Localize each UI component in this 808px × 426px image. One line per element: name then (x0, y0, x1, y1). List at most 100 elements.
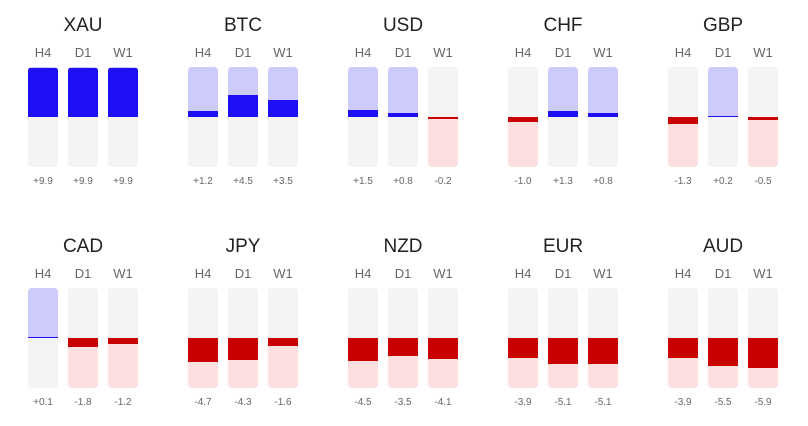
timeframe-column: W1 -0.5 (748, 15, 778, 205)
value-label: +9.9 (33, 176, 53, 187)
positive-bar (188, 111, 218, 117)
currency-title: BTC (224, 15, 262, 36)
negative-bar (428, 338, 458, 359)
bar-track (228, 67, 258, 167)
negative-bar (188, 338, 218, 362)
timeframe-label: H4 (34, 45, 52, 60)
value-label: -4.5 (354, 397, 372, 408)
value-label: -5.1 (594, 397, 612, 408)
negative-bar (668, 338, 698, 358)
positive-bar (228, 94, 258, 117)
bar-track (188, 67, 218, 167)
timeframe-column: H4 +1.2 (188, 15, 218, 205)
positive-bar (708, 115, 738, 117)
timeframe-label: W1 (113, 266, 133, 281)
negative-bar (748, 117, 778, 120)
timeframe-column: H4 -4.5 (348, 236, 378, 426)
bar-track (348, 67, 378, 167)
currency-title: JPY (225, 236, 261, 257)
timeframe-label: D1 (394, 45, 412, 60)
timeframe-label: D1 (234, 45, 252, 60)
bar-track (388, 288, 418, 388)
timeframe-column: D1 +1.3 (548, 15, 578, 205)
timeframe-label: H4 (514, 266, 532, 281)
positive-range-shade (188, 67, 218, 117)
timeframe-column: W1 +9.9 (108, 15, 138, 205)
value-label: -3.9 (674, 397, 692, 408)
timeframe-label: W1 (753, 45, 773, 60)
timeframe-label: H4 (674, 266, 692, 281)
bar-track (428, 67, 458, 167)
currency-panel-gbp: GBP H4 -1.3 D1 +0.2 W1 -0.5 (653, 15, 793, 205)
timeframe-label: W1 (593, 45, 613, 60)
timeframe-column: W1 +0.8 (588, 15, 618, 205)
timeframe-label: D1 (554, 45, 572, 60)
timeframe-column: D1 +9.9 (68, 15, 98, 205)
positive-bar (108, 67, 138, 117)
currency-panel-jpy: JPY H4 -4.7 D1 -4.3 W1 -1.6 (173, 236, 313, 426)
timeframe-column: D1 -1.8 (68, 236, 98, 426)
value-label: -4.3 (234, 397, 252, 408)
bar-track (28, 67, 58, 167)
timeframe-column: H4 +9.9 (28, 15, 58, 205)
timeframe-column: W1 -5.9 (748, 236, 778, 426)
timeframe-column: D1 -3.5 (388, 236, 418, 426)
value-label: -5.9 (754, 397, 772, 408)
timeframe-column: W1 +3.5 (268, 15, 298, 205)
currency-title: NZD (383, 236, 423, 257)
currency-panel-btc: BTC H4 +1.2 D1 +4.5 W1 +3.5 (173, 15, 313, 205)
value-label: -1.3 (674, 176, 692, 187)
negative-bar (428, 117, 458, 119)
positive-bar (268, 99, 298, 117)
positive-bar (28, 67, 58, 117)
value-label: -1.8 (74, 397, 92, 408)
value-label: -1.2 (114, 397, 132, 408)
negative-bar (348, 338, 378, 361)
currency-title: XAU (63, 15, 103, 36)
negative-range-shade (748, 117, 778, 167)
value-label: -0.2 (434, 176, 452, 187)
value-label: -5.5 (714, 397, 732, 408)
positive-range-shade (388, 67, 418, 117)
bar-track (748, 67, 778, 167)
currency-title: EUR (542, 236, 584, 257)
bar-track (268, 288, 298, 388)
negative-range-shade (428, 117, 458, 167)
timeframe-label: W1 (753, 266, 773, 281)
timeframe-label: W1 (433, 266, 453, 281)
negative-range-shade (508, 117, 538, 167)
timeframe-column: H4 -4.7 (188, 236, 218, 426)
timeframe-column: D1 -5.1 (548, 236, 578, 426)
bar-track (668, 288, 698, 388)
value-label: +0.8 (593, 176, 613, 187)
currency-panel-nzd: NZD H4 -4.5 D1 -3.5 W1 -4.1 (333, 236, 473, 426)
timeframe-column: H4 -3.9 (508, 236, 538, 426)
currency-title: AUD (702, 236, 744, 257)
negative-bar (228, 338, 258, 360)
negative-bar (748, 338, 778, 368)
negative-bar (668, 117, 698, 124)
value-label: -1.0 (514, 176, 532, 187)
bar-track (188, 288, 218, 388)
positive-bar (68, 67, 98, 117)
value-label: +9.9 (113, 176, 133, 187)
currency-panel-eur: EUR H4 -3.9 D1 -5.1 W1 -5.1 (493, 236, 633, 426)
bar-track (548, 67, 578, 167)
negative-bar (708, 338, 738, 366)
timeframe-column: D1 +0.2 (708, 15, 738, 205)
timeframe-label: W1 (273, 45, 293, 60)
positive-bar (388, 113, 418, 117)
timeframe-label: H4 (34, 266, 52, 281)
bar-track (548, 288, 578, 388)
bar-track (708, 67, 738, 167)
negative-bar (268, 338, 298, 346)
timeframe-label: D1 (714, 45, 732, 60)
value-label: -3.9 (514, 397, 532, 408)
currency-panel-usd: USD H4 +1.5 D1 +0.8 W1 -0.2 (333, 15, 473, 205)
timeframe-label: D1 (74, 45, 92, 60)
bar-track (268, 67, 298, 167)
positive-bar (548, 110, 578, 117)
bar-track (228, 288, 258, 388)
value-label: -4.7 (194, 397, 212, 408)
